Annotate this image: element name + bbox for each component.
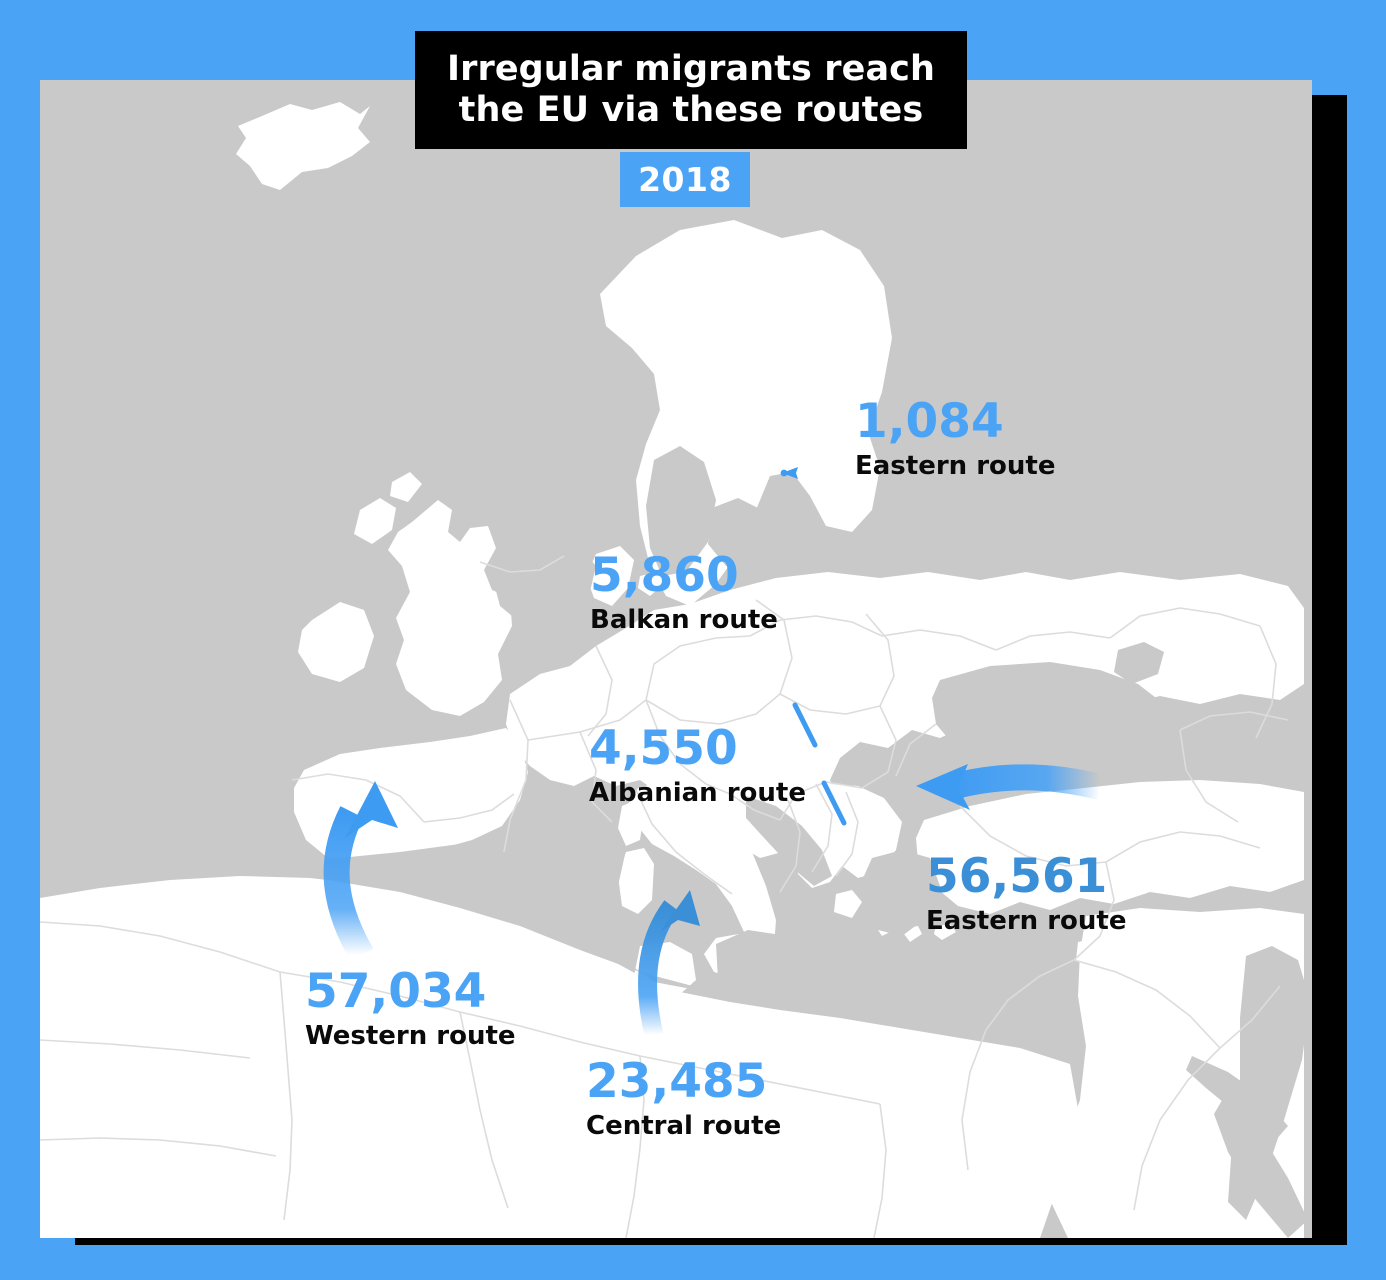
year-badge: 2018 xyxy=(620,152,750,207)
route-name-balkan: Balkan route xyxy=(590,605,778,635)
route-name-eastern-land: Eastern route xyxy=(855,451,1056,481)
route-label-balkan: 5,860 Balkan route xyxy=(590,552,778,633)
route-name-eastern-sea: Eastern route xyxy=(926,906,1127,936)
country-borders xyxy=(40,555,1289,1238)
route-name-central: Central route xyxy=(586,1111,782,1141)
route-value-eastern-land: 1,084 xyxy=(855,394,1004,449)
route-value-eastern-sea: 56,561 xyxy=(926,849,1108,904)
route-name-albanian: Albanian route xyxy=(589,778,806,808)
page-title-line-2: the EU via these routes xyxy=(458,90,924,130)
route-value-western: 57,034 xyxy=(305,964,487,1019)
route-value-albanian: 4,550 xyxy=(589,721,738,776)
route-value-balkan: 5,860 xyxy=(590,548,739,603)
year-label: 2018 xyxy=(638,160,732,199)
route-name-western: Western route xyxy=(305,1021,516,1051)
title-plate: Irregular migrants reach the EU via thes… xyxy=(415,31,967,149)
route-label-eastern-land: 1,084 Eastern route xyxy=(855,398,1055,479)
route-label-albanian: 4,550 Albanian route xyxy=(589,725,806,806)
inland-seas xyxy=(292,446,1310,1238)
route-label-western: 57,034 Western route xyxy=(305,968,516,1049)
route-label-eastern-sea: 56,561 Eastern route xyxy=(926,853,1126,934)
page-title-line-1: Irregular migrants reach xyxy=(446,49,936,90)
route-value-central: 23,485 xyxy=(586,1054,768,1109)
map-card: .land{fill:#FFFFFF;} .sea{fill:#C9C9C9;}… xyxy=(40,80,1312,1238)
europe-map: .land{fill:#FFFFFF;} .sea{fill:#C9C9C9;}… xyxy=(40,80,1312,1238)
route-label-central: 23,485 Central route xyxy=(586,1058,781,1139)
